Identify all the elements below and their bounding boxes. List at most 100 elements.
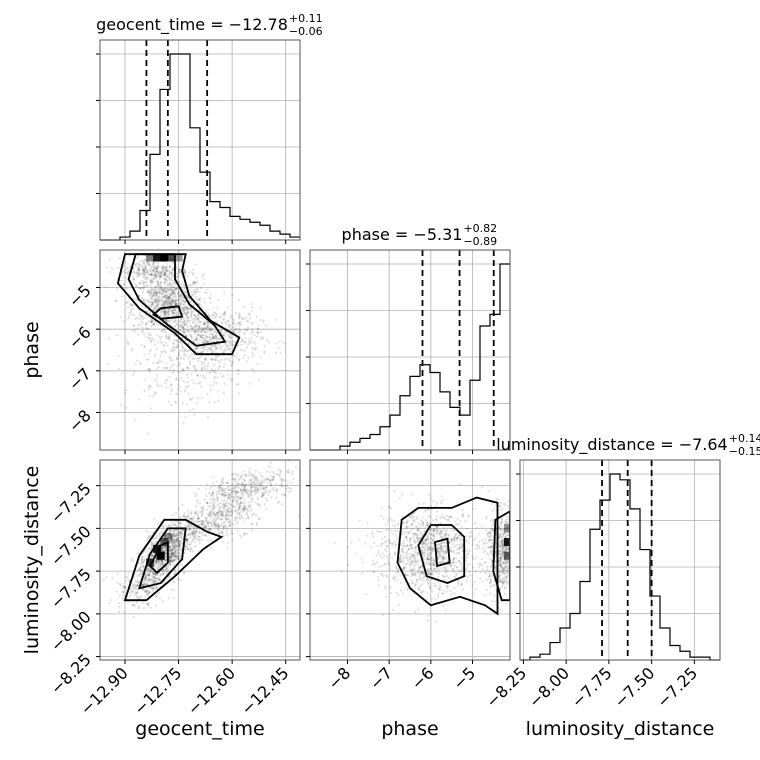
scatter-point [264,489,268,492]
scatter-point [431,590,434,593]
scatter-point [153,586,156,590]
scatter-point [169,404,173,407]
scatter-point [162,267,165,271]
scatter-point [186,514,189,517]
scatter-point [144,278,148,281]
scatter-point [166,285,170,288]
scatter-point [148,586,151,589]
scatter-point [202,376,205,379]
scatter-point [432,534,436,538]
scatter-point [187,315,190,319]
scatter-point [258,517,261,520]
scatter-point [212,503,215,506]
scatter-point [219,502,222,505]
scatter-point [228,511,231,514]
scatter-point [247,505,250,508]
scatter-point [222,533,225,536]
scatter-point [190,510,193,513]
scatter-point [223,499,226,502]
scatter-point [146,321,150,324]
scatter-point [445,549,448,552]
scatter-point [182,308,185,311]
scatter-point [413,550,416,553]
scatter-point [127,266,130,269]
scatter-point [233,328,236,331]
scatter-point [228,347,231,350]
scatter-point [182,529,185,533]
scatter-point [435,571,438,574]
grid-lines-2-0 [100,460,300,660]
scatter-point [155,536,158,539]
scatter-point [174,301,177,304]
scatter-point [165,274,168,277]
scatter-point [172,342,175,346]
scatter-point [239,496,242,499]
scatter-point [212,370,216,373]
scatter-point [420,550,423,553]
scatter-point [399,554,402,557]
scatter-point [176,319,179,322]
scatter-point [153,576,156,579]
scatter-point [164,301,167,304]
scatter-point [207,364,210,368]
scatter-point [142,268,145,271]
scatter-point [255,491,258,494]
scatter-point [160,330,163,333]
scatter-point [132,303,135,307]
scatter-point [415,533,418,536]
scatter-point [253,479,257,483]
scatter-point [156,270,159,273]
scatter-point [179,531,183,534]
scatter-point [246,492,249,496]
scatter-point [208,296,211,299]
scatter-point [225,345,228,348]
scatter-point [189,525,192,528]
scatter-point [438,550,442,553]
scatter-point [250,475,254,478]
scatter-point [421,577,425,580]
scatter-point [132,583,135,586]
scatter-point [186,403,189,406]
scatter-point [143,378,146,381]
scatter-point [168,369,171,372]
scatter-point [228,505,231,508]
scatter-point [227,521,230,524]
scatter-point [177,313,180,317]
scatter-point [163,273,167,277]
scatter-point [414,547,418,550]
scatter-point [149,320,153,323]
scatter-point [147,298,150,302]
scatter-point [173,529,176,532]
contour-2-0-1 [137,527,187,590]
scatter-point [212,491,215,494]
scatter-point [171,301,174,304]
scatter-point [178,271,181,274]
scatter-point [422,571,425,574]
scatter-point [145,576,148,579]
scatter-point [169,301,172,304]
scatter-point [190,271,193,274]
scatter-point [226,511,230,514]
scatter-point [192,281,196,284]
scatter-point [170,548,173,552]
scatter-point [182,333,186,336]
scatter-point [223,525,227,528]
scatter-point [240,338,244,341]
scatter-point [174,555,177,558]
scatter-point [193,281,196,284]
scatter-point [243,508,246,511]
scatter-point [161,341,164,344]
scatter-point [251,522,254,525]
scatter-point [223,318,226,321]
scatter-point [176,345,179,349]
scatter-point [200,354,204,357]
scatter-point [459,519,462,522]
scatter-point [190,283,193,286]
scatter-point [168,282,172,285]
scatter-point [181,325,184,328]
scatter-point [229,336,232,339]
scatter-point [178,268,181,272]
scatter-point [426,524,429,527]
scatter-point [183,271,186,274]
scatter-point [203,339,207,342]
